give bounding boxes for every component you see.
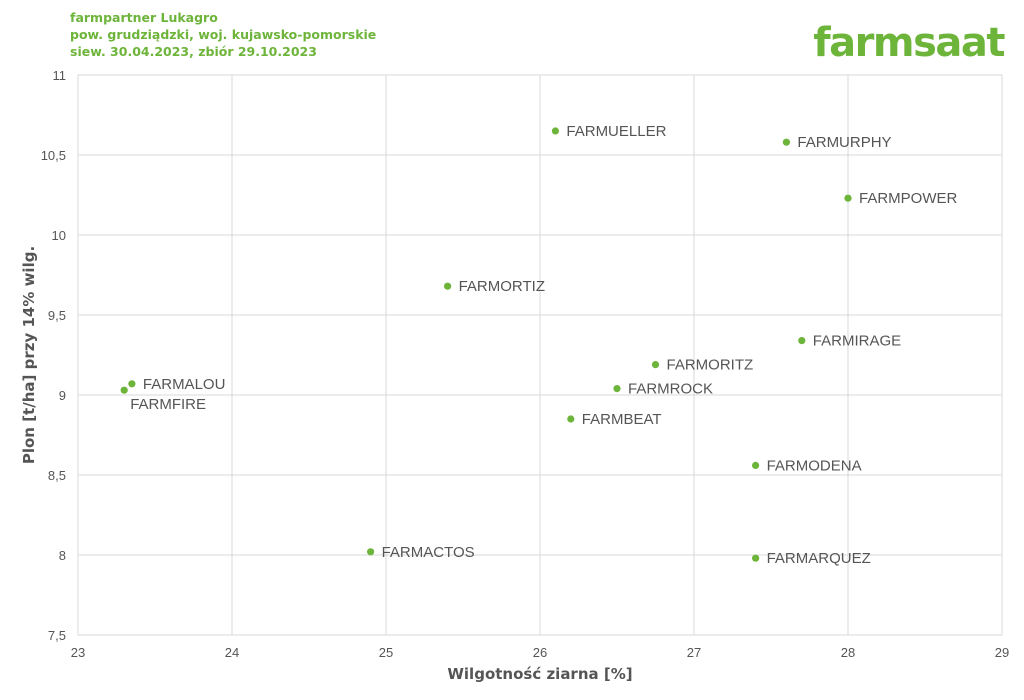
- data-point: [444, 282, 452, 290]
- x-tick-label: 25: [379, 645, 393, 660]
- y-tick-label: 9: [59, 388, 66, 403]
- y-axis-ticks: 7,5 8 8,5 9 9,5 10 10,5 11: [41, 68, 66, 643]
- data-point-label: FARMORTIZ: [459, 278, 545, 295]
- data-point: [128, 380, 136, 388]
- x-axis-ticks: 23 24 25 26 27 28 29: [71, 645, 1009, 660]
- y-tick-label: 9,5: [48, 308, 66, 323]
- data-point: [551, 127, 560, 135]
- farmsaat-logo: farmsaat: [813, 20, 1005, 66]
- data-point: [613, 385, 621, 393]
- y-tick-label: 11: [53, 68, 67, 83]
- y-tick-label: 10,5: [41, 148, 66, 163]
- x-tick-label: 24: [225, 645, 239, 660]
- data-point: [651, 361, 660, 369]
- data-point-label: FARMACTOS: [382, 544, 475, 561]
- data-point-label: FARMURPHY: [797, 134, 891, 151]
- data-point: [567, 415, 575, 423]
- y-tick-label: 7,5: [48, 628, 66, 643]
- data-point-label: FARMPOWER: [859, 190, 958, 207]
- data-point-label: FARMUELLER: [566, 123, 666, 140]
- data-point-label: FARMALOU: [143, 376, 226, 393]
- x-tick-label: 27: [687, 645, 701, 660]
- x-tick-label: 29: [995, 645, 1009, 660]
- x-tick-label: 23: [71, 645, 85, 660]
- data-point-label: FARMFIRE: [130, 396, 206, 413]
- header-farm-name: farmpartner Lukagro: [70, 10, 218, 25]
- data-points: FARMUELLER FARMURPHY FARMPOWER FARMORTIZ FAR…: [120, 123, 958, 567]
- data-point: [798, 337, 806, 345]
- data-point-label: FARMIRAGE: [813, 333, 901, 350]
- header-location: pow. grudziądzki, woj. kujawsko-pomorski…: [70, 27, 377, 42]
- y-tick-label: 10: [52, 228, 66, 243]
- data-point-label: FARMARQUEZ: [767, 550, 871, 567]
- y-tick-label: 8,5: [48, 468, 66, 483]
- data-point-label: FARMBEAT: [582, 411, 662, 428]
- x-tick-label: 28: [841, 645, 855, 660]
- data-point: [367, 548, 375, 556]
- header-dates: siew. 30.04.2023, zbiór 29.10.2023: [70, 44, 317, 59]
- data-point: [752, 554, 760, 562]
- data-point-label: FARMORITZ: [667, 357, 754, 374]
- y-tick-label: 8: [59, 548, 66, 563]
- y-axis-title: Plon [t/ha] przy 14% wilg.: [20, 246, 38, 464]
- chart-header: farmpartner Lukagro pow. grudziądzki, wo…: [70, 9, 490, 60]
- data-point: [782, 138, 791, 146]
- data-point-label: FARMROCK: [628, 381, 713, 398]
- data-point-label: FARMODENA: [767, 457, 862, 474]
- data-point: [752, 461, 760, 469]
- data-point: [120, 386, 128, 394]
- data-point: [844, 194, 852, 202]
- x-tick-label: 26: [533, 645, 547, 660]
- plot-border: [77, 74, 1003, 636]
- x-axis-title: Wilgotność ziarna [%]: [447, 665, 632, 683]
